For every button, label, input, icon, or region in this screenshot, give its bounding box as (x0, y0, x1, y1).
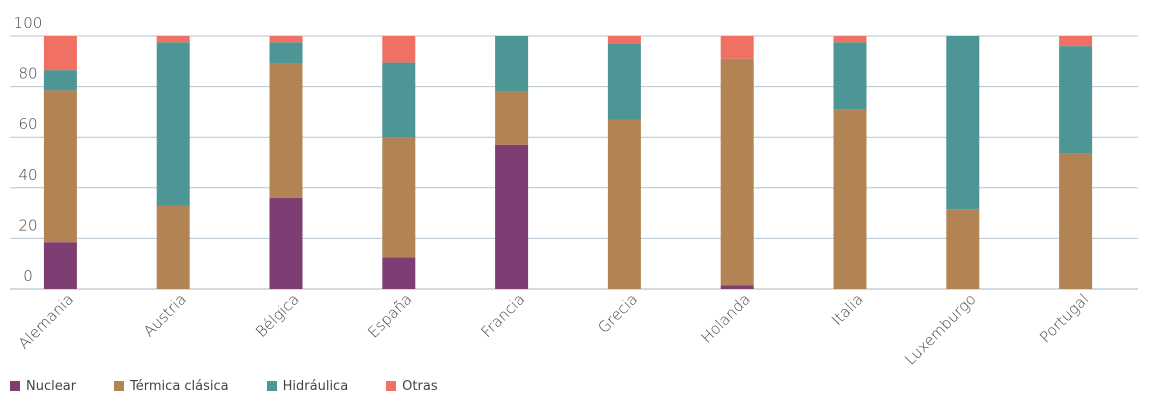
bar-segment-otras-alemania (43, 36, 77, 71)
bar-segment-hidr-ulica-b-lgica (269, 42, 303, 64)
x-category-label: Alemania (15, 290, 77, 352)
bar-segment-t-rmica-cl-sica-alemania (43, 90, 77, 243)
legend-item: Térmica clásica (114, 379, 229, 394)
bar-segment-hidr-ulica-francia (495, 36, 529, 92)
bar-segment-nuclear-holanda (720, 285, 754, 289)
bar-segment-t-rmica-cl-sica-portugal (1059, 153, 1093, 289)
x-category-label: Grecia (594, 290, 641, 337)
x-axis-category-labels: Alemania Austria Bélgica España Francia Greci… (15, 290, 1093, 368)
bar-segment-nuclear-alemania (43, 242, 77, 289)
bar-segment-nuclear-b-lgica (269, 197, 303, 289)
bar-segment-hidr-ulica-italia (833, 42, 867, 110)
legend-item: Hidráulica (266, 378, 349, 394)
bar-segment-otras-austria (156, 36, 190, 43)
bar-segment-hidr-ulica-austria (156, 42, 190, 206)
bar-segment-t-rmica-cl-sica-austria (156, 205, 190, 289)
legend-label: Nuclear (26, 378, 77, 394)
y-tick-label: 100 (14, 14, 43, 32)
legend-label: Hidráulica (282, 378, 349, 394)
bar-segment-t-rmica-cl-sica-francia (495, 91, 529, 145)
legend-label: Térmica clásica (130, 378, 229, 394)
legend-item: Nuclear (10, 379, 76, 394)
legend-item: Otras (386, 378, 438, 394)
legend-label: Otras (402, 378, 438, 394)
legend-swatch (386, 381, 397, 391)
x-category-label: Portugal (1036, 290, 1092, 346)
y-tick-label: 20 (18, 216, 37, 234)
bar-segment-hidr-ulica-portugal (1059, 46, 1093, 154)
legend: Nuclear Térmica clásica Hidráulica Otras (10, 376, 476, 396)
bar-segment-otras-espa-a (382, 36, 416, 63)
bar-segment-t-rmica-cl-sica-espa-a (382, 137, 416, 258)
x-category-label: Francia (478, 290, 529, 341)
x-category-label: Austria (140, 290, 190, 340)
bar-segment-t-rmica-cl-sica-holanda (720, 58, 754, 286)
legend-swatch (10, 381, 20, 391)
y-tick-label: 0 (23, 267, 33, 285)
bar-segment-t-rmica-cl-sica-b-lgica (269, 63, 303, 198)
y-axis-tick-labels: 0 20 40 60 80 100 (14, 14, 43, 285)
x-category-label: Bélgica (252, 290, 303, 341)
x-category-label: Luxemburgo (901, 290, 979, 368)
bar-segment-hidr-ulica-espa-a (382, 62, 416, 138)
bar-segment-otras-holanda (720, 36, 754, 59)
bar-segment-otras-italia (833, 36, 867, 43)
bar-segment-otras-b-lgica (269, 36, 303, 43)
y-tick-label: 80 (18, 65, 37, 83)
bar-segment-nuclear-espa-a (382, 257, 416, 289)
bar-segment-t-rmica-cl-sica-luxemburgo (946, 209, 980, 289)
bar-segment-t-rmica-cl-sica-grecia (607, 119, 641, 290)
bar-segment-hidr-ulica-alemania (43, 70, 77, 91)
legend-swatch (114, 381, 125, 391)
x-category-label: Holanda (697, 290, 754, 347)
stacked-bar-chart: 0 20 40 60 80 100 Alemania Austria Bélgica Españ… (10, 14, 1138, 369)
legend-swatch (266, 381, 277, 391)
x-category-label: España (364, 290, 415, 341)
bar-segment-hidr-ulica-luxemburgo (946, 36, 980, 210)
bar-segment-otras-grecia (607, 36, 641, 44)
bar-segment-hidr-ulica-grecia (607, 43, 641, 120)
y-tick-label: 40 (18, 166, 37, 184)
bar-segment-t-rmica-cl-sica-italia (833, 109, 867, 290)
x-category-label: Italia (828, 290, 867, 329)
y-tick-label: 60 (18, 115, 37, 133)
bar-segment-nuclear-francia (495, 144, 529, 289)
bar-segment-otras-portugal (1059, 36, 1093, 47)
bars (43, 36, 1093, 290)
